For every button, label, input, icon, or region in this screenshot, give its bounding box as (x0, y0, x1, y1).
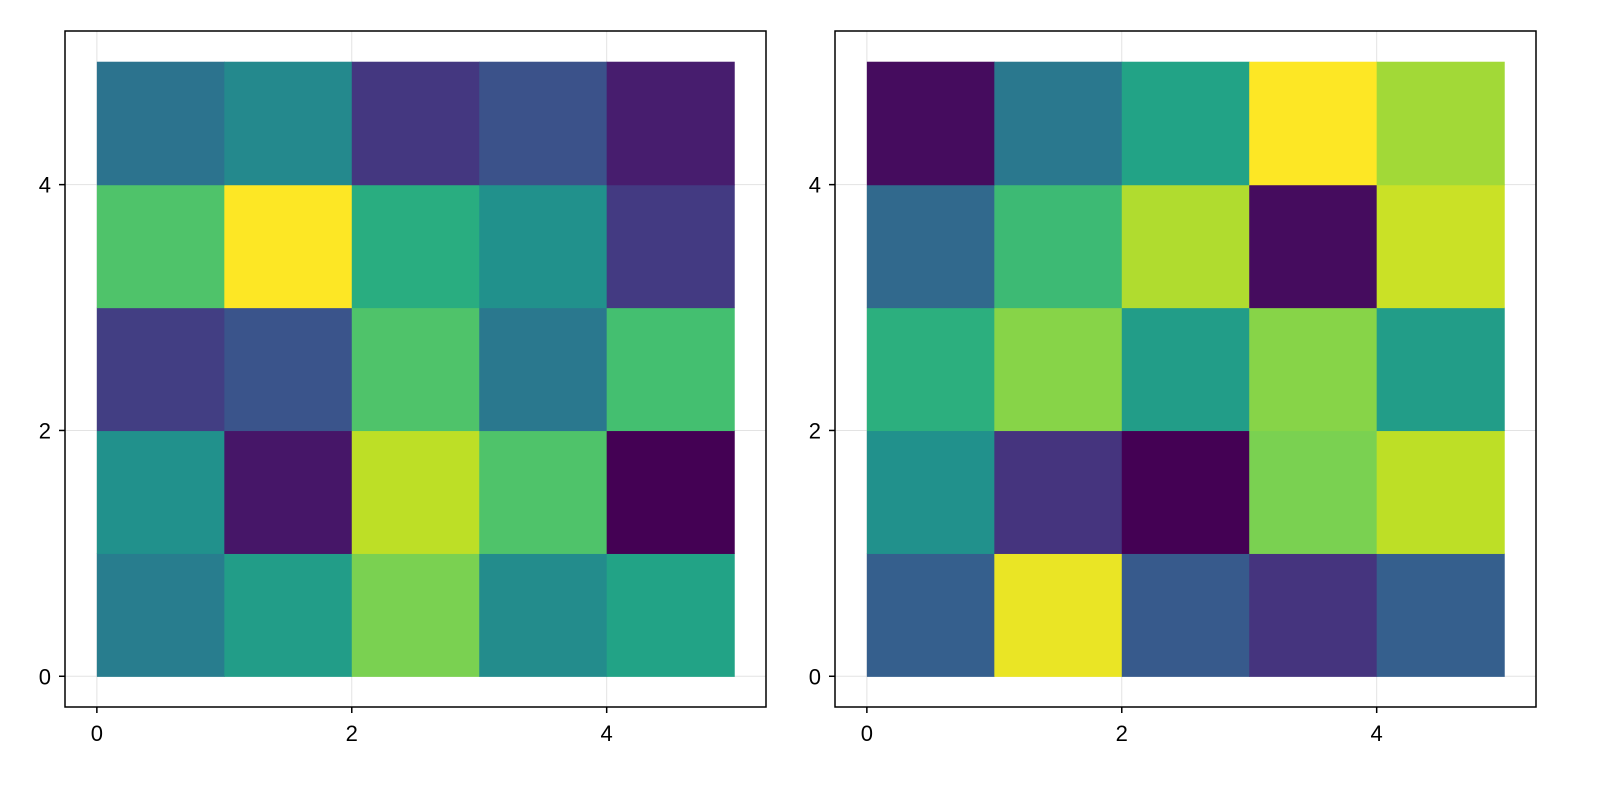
heatmap-cell-r1-c3 (1249, 430, 1378, 554)
y-tick-label: 4 (809, 173, 821, 198)
heatmap-cell-r0-c3 (479, 553, 608, 677)
heatmap-cell-r0-c2 (351, 553, 480, 677)
heatmap-cell-r2-c2 (351, 307, 480, 432)
axes-frame (64, 30, 767, 708)
heatmap-cell-r1-c4 (606, 430, 735, 554)
heatmap-cell-r2-c0 (866, 307, 995, 432)
heatmap-cell-r2-c1 (994, 307, 1123, 432)
heatmap-cell-r0-c0 (96, 553, 225, 677)
y-tick-label: 4 (39, 173, 51, 198)
heatmap-cell-r0-c2 (1121, 553, 1250, 677)
heatmap-cell-r3-c3 (1249, 184, 1378, 309)
x-tick-label: 0 (91, 721, 103, 746)
heatmap-panel-1: 0 2 4 0 2 4 (39, 30, 767, 746)
x-tick-label: 2 (346, 721, 358, 746)
heatmap-cell-r2-c4 (606, 307, 735, 432)
heatmap-cell-r3-c0 (96, 184, 225, 309)
heatmap-cell-r1-c4 (1376, 430, 1505, 554)
heatmap-cell-r4-c0 (866, 61, 995, 186)
heatmap-cell-r2-c3 (1249, 307, 1378, 432)
heatmap-cell-r0-c4 (606, 553, 735, 677)
heatmap-cell-r0-c3 (1249, 553, 1378, 677)
heatmap-cell-r4-c1 (994, 61, 1123, 186)
heatmap-cell-r4-c2 (1121, 61, 1250, 186)
y-tick-label: 0 (809, 664, 821, 689)
heatmap-cell-r3-c2 (1121, 184, 1250, 309)
heatmap-cell-r2-c0 (96, 307, 225, 432)
heatmap-cell-r4-c3 (1249, 61, 1378, 186)
y-tick-label: 0 (39, 664, 51, 689)
heatmap-cell-r4-c1 (224, 61, 353, 186)
heatmap-cell-r2-c4 (1376, 307, 1505, 432)
heatmap-cell-r1-c1 (224, 430, 353, 554)
heatmap-cell-r3-c4 (606, 184, 735, 309)
heatmap-cell-r3-c3 (479, 184, 608, 309)
heatmap-cell-r1-c2 (1121, 430, 1250, 554)
x-tick-label: 4 (601, 721, 613, 746)
heatmap-cell-r0-c4 (1376, 553, 1505, 677)
x-tick-label: 0 (861, 721, 873, 746)
heatmap-cell-r0-c0 (866, 553, 995, 677)
axes-frame (834, 30, 1537, 708)
heatmap-cell-r2-c3 (479, 307, 608, 432)
y-tick-label: 2 (809, 418, 821, 443)
heatmap-cell-r2-c1 (224, 307, 353, 432)
heatmap-cell-r4-c2 (351, 61, 480, 186)
x-tick-label: 2 (1116, 721, 1128, 746)
heatmap-cell-r1-c3 (479, 430, 608, 554)
heatmap-cell-r2-c2 (1121, 307, 1250, 432)
heatmap-cell-r3-c0 (866, 184, 995, 309)
heatmap-cell-r4-c4 (1376, 61, 1505, 186)
heatmap-cell-r3-c1 (994, 184, 1123, 309)
x-tick-label: 4 (1371, 721, 1383, 746)
heatmap-cell-r1-c0 (96, 430, 225, 554)
heatmap-panel-2: 0 2 4 0 2 4 (809, 30, 1537, 746)
heatmap-cell-r1-c1 (994, 430, 1123, 554)
heatmap-cell-r4-c4 (606, 61, 735, 186)
heatmap-cell-r3-c2 (351, 184, 480, 309)
heatmap-cell-r0-c1 (224, 553, 353, 677)
heatmap-cell-r1-c0 (866, 430, 995, 554)
heatmap-cell-r4-c3 (479, 61, 608, 186)
heatmap-cell-r0-c1 (994, 553, 1123, 677)
heatmap-cell-r3-c4 (1376, 184, 1505, 309)
heatmap-cell-r1-c2 (351, 430, 480, 554)
heatmap-cell-r3-c1 (224, 184, 353, 309)
heatmap-cell-r4-c0 (96, 61, 225, 186)
y-tick-label: 2 (39, 418, 51, 443)
